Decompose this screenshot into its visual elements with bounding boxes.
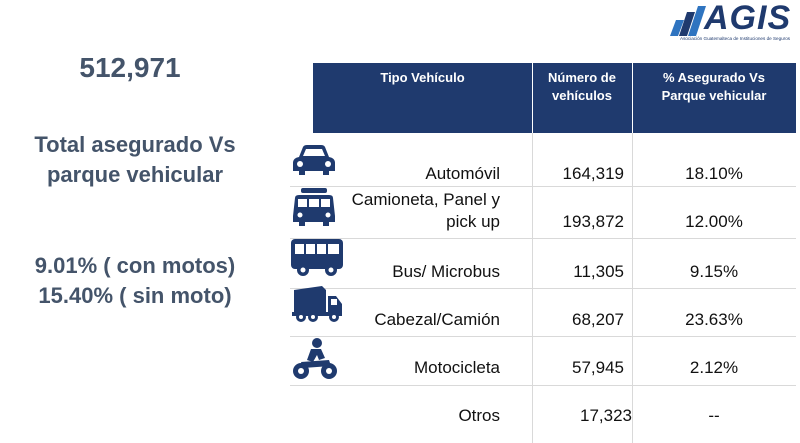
row-pct-cabezal: 23.63% — [685, 310, 743, 329]
car-icon — [293, 145, 335, 175]
summary-title-line1: Total asegurado Vs — [34, 132, 236, 157]
row-pct-otros: -- — [708, 406, 720, 425]
row-numero-camioneta: 193,872 — [562, 212, 624, 231]
pct-with-motos: 9.01% ( con motos) — [34, 253, 236, 278]
header-pct-line2: Parque vehicular — [661, 88, 767, 103]
row-type-camioneta-line1: Camioneta, Panel y — [351, 190, 500, 209]
header-divider — [632, 63, 633, 133]
logo-bars-icon — [670, 6, 706, 36]
header-divider — [532, 63, 533, 133]
row-numero-automovil: 164,319 — [562, 164, 624, 183]
row-numero-otros: 17,323 — [580, 406, 632, 425]
row-type-otros: Otros — [458, 406, 500, 425]
summary-title-line2: parque vehicular — [46, 162, 224, 187]
row-divider — [290, 288, 796, 289]
row-divider — [290, 336, 796, 337]
row-pct-motocicleta: 2.12% — [689, 358, 739, 377]
row-pct-camioneta: 12.00% — [685, 212, 743, 231]
row-divider — [290, 238, 796, 239]
summary-title: Total asegurado Vs parque vehicular — [20, 130, 250, 190]
row-pct-bus: 9.15% — [689, 262, 739, 281]
row-numero-cabezal: 68,207 — [572, 310, 624, 329]
row-divider — [290, 385, 796, 386]
row-type-cabezal: Cabezal/Camión — [374, 310, 500, 329]
row-divider — [290, 186, 796, 187]
row-type-motocicleta: Motocicleta — [414, 358, 500, 377]
total-insured-number: 512,971 — [79, 52, 181, 83]
truck-icon — [292, 286, 342, 322]
bus-icon — [291, 239, 343, 276]
row-type-camioneta-line2: pick up — [446, 212, 500, 231]
row-numero-motocicleta: 57,945 — [572, 358, 624, 377]
table-header: Tipo Vehículo Número de vehículos % Aseg… — [313, 63, 796, 133]
motorcycle-icon — [293, 338, 337, 379]
agis-logo: AGIS Asociación Guatemalteca de Instituc… — [668, 0, 794, 46]
logo-text: AGIS — [704, 0, 792, 37]
header-pct: % Asegurado Vs Parque vehicular — [632, 63, 796, 105]
header-numero: Número de vehículos — [532, 63, 632, 105]
header-numero-line2: vehículos — [552, 88, 612, 103]
row-numero-bus: 11,305 — [573, 262, 624, 281]
row-pct-automovil: 18.10% — [685, 164, 743, 183]
header-pct-line1: % Asegurado Vs — [662, 70, 766, 85]
row-type-bus: Bus/ Microbus — [392, 262, 500, 281]
header-tipo: Tipo Vehículo — [380, 70, 465, 85]
row-type-automovil: Automóvil — [425, 164, 500, 183]
van-icon — [293, 188, 335, 226]
logo-subtitle: Asociación Guatemalteca de Instituciones… — [680, 36, 791, 41]
header-numero-line1: Número de — [548, 70, 616, 85]
pct-without-moto: 15.40% ( sin moto) — [38, 283, 232, 308]
